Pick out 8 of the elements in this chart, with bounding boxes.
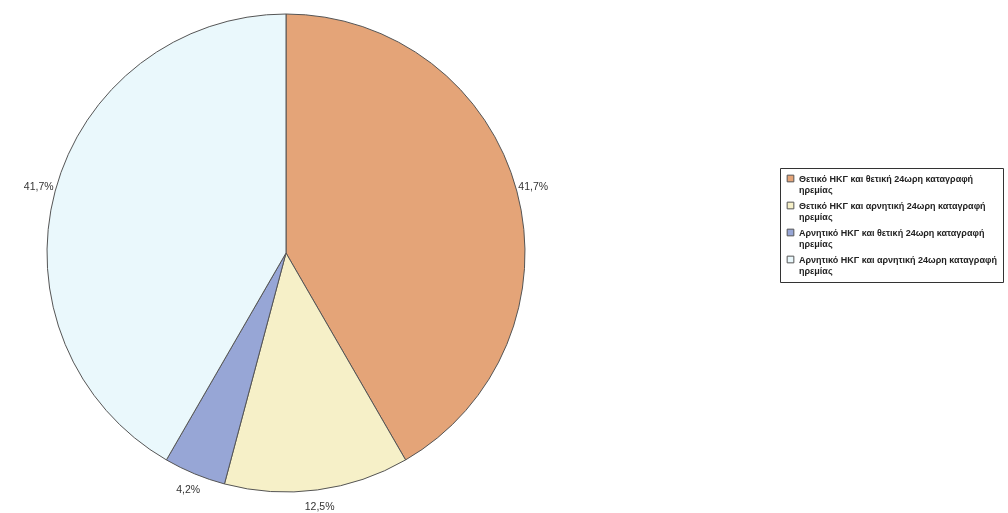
- legend-label: Θετικό ΗΚΓ και αρνητική 24ωρη καταγραφή ηρεμίας: [799, 200, 986, 222]
- data-label: 12,5%: [304, 499, 335, 512]
- legend-label: Αρνητικό ΗΚΓ και θετική 24ωρη καταγραφή ηρεμίας: [799, 227, 985, 249]
- legend-label: Θετικό ΗΚΓ και θετική 24ωρη καταγραφή ηρεμίας: [799, 173, 974, 195]
- data-label: 4,2%: [176, 482, 201, 495]
- legend-label: Αρνητικό ΗΚΓ και αρνητική 24ωρη καταγραφή ηρεμίας: [799, 254, 997, 276]
- data-label: 41,7%: [23, 179, 54, 192]
- data-label: 41,7%: [518, 179, 549, 192]
